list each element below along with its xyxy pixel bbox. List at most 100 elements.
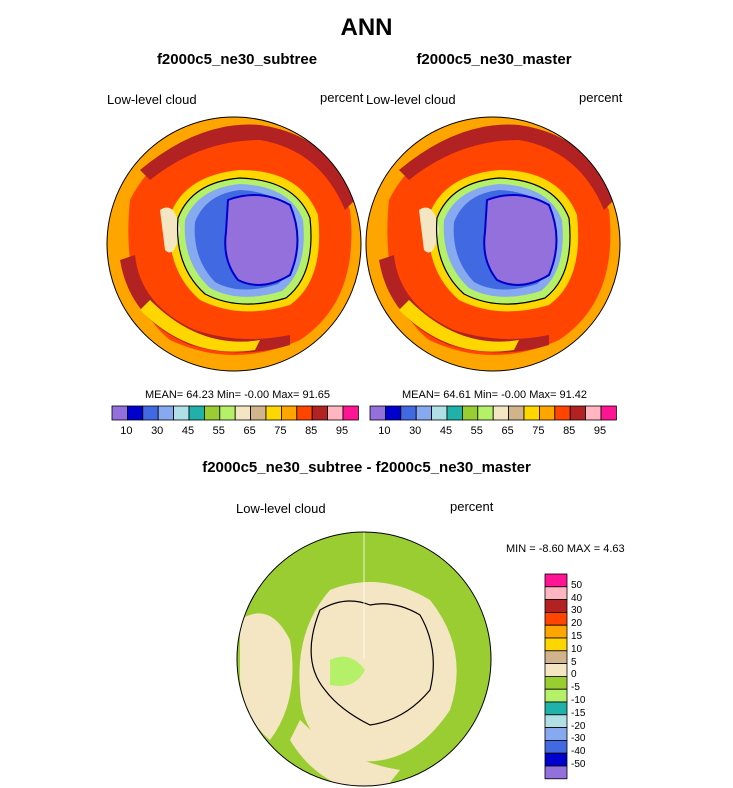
panel1-max-value: 91.65 <box>302 389 331 401</box>
colorbar-master-tick-label: 95 <box>593 425 607 437</box>
colorbar-master-swatch <box>569 405 587 421</box>
colorbar-master-tick-label: 65 <box>501 425 514 437</box>
panel1-max-label: Max= <box>272 389 300 401</box>
panel2-mean-label: MEAN= <box>402 389 441 401</box>
colorbar-diff-tick-label: 10 <box>571 643 583 655</box>
colorbar-diff-swatch <box>544 676 568 690</box>
colorbar-diff-swatch <box>544 765 568 780</box>
colorbar-subtree-swatch <box>311 405 329 421</box>
colorbar-subtree-tick-label: 10 <box>120 425 133 437</box>
panel1-min-label: Min= <box>216 389 242 401</box>
panel-title-master: f2000c5_ne30_master <box>416 51 572 68</box>
colorbar-subtree-swatch <box>157 405 174 421</box>
colorbar-diff-swatch <box>544 701 568 716</box>
colorbar-diff-tick-label: 5 <box>571 656 577 668</box>
colorbar-master-swatch <box>539 405 556 421</box>
panel1-units-label: percent <box>320 90 364 105</box>
colorbar-subtree-tick-label: 30 <box>151 425 164 437</box>
colorbar-master-swatch <box>369 405 386 421</box>
panel1-field-label: Low-level cloud <box>107 92 197 107</box>
colorbar-subtree <box>111 405 359 421</box>
colorbar-subtree-swatch <box>111 405 128 421</box>
colorbar-subtree-tick-label: 75 <box>274 425 287 437</box>
diff-units-label: percent <box>450 499 494 514</box>
panel2-max-label: Max= <box>529 389 557 401</box>
colorbar-subtree-swatch <box>327 405 344 421</box>
colorbar-subtree-swatch <box>142 405 159 421</box>
colorbar-diff-swatch <box>544 586 568 600</box>
colorbar-subtree-swatch <box>203 405 221 421</box>
colorbar-master-tick-label: 10 <box>378 425 391 437</box>
panel2-mean-value: 64.61 <box>443 389 471 401</box>
colorbar-master-swatch <box>446 405 463 421</box>
panel2-min-value: -0.00 <box>501 389 527 401</box>
colorbar-subtree-swatch <box>250 405 267 421</box>
colorbar-master-swatch <box>431 405 448 421</box>
panel2-field-label: Low-level cloud <box>366 92 456 107</box>
colorbar-master-swatch <box>400 405 417 421</box>
colorbar-diff-tick-label: 15 <box>571 631 583 642</box>
colorbar-master-swatch <box>461 405 479 421</box>
colorbar-subtree-swatch <box>234 405 251 421</box>
colorbar-diff-swatch <box>544 688 568 703</box>
page-title: ANN <box>340 14 393 41</box>
colorbar-master-swatch <box>554 405 571 421</box>
colorbar-master-swatch <box>384 405 402 421</box>
colorbar-master-tick-label: 45 <box>439 425 453 437</box>
colorbar-diff-swatch <box>544 637 568 652</box>
colorbar-diff-swatch <box>544 727 568 741</box>
colorbar-master-tick-label: 30 <box>409 425 422 437</box>
colorbar-master-swatch <box>585 405 602 421</box>
diff-stats: MIN = -8.60 MAX = 4.63 <box>506 543 625 555</box>
diff-max-value: 4.63 <box>603 543 625 555</box>
map-master-field <box>366 117 620 371</box>
colorbar-diff-swatch <box>544 573 568 588</box>
colorbar-diff-swatch <box>544 752 568 767</box>
colorbar-diff-tick-label: 50 <box>571 579 583 591</box>
colorbar-diff-swatch <box>544 650 568 664</box>
colorbar-subtree-swatch <box>127 405 144 421</box>
diff-max-label: MAX = <box>566 543 601 555</box>
colorbar-diff-tick-label: 40 <box>571 592 583 604</box>
diff-min-value: -8.60 <box>538 543 564 555</box>
colorbar-subtree-swatch <box>173 405 190 421</box>
panel1-min-value: -0.00 <box>244 389 270 401</box>
colorbar-diff-tick-label: -10 <box>571 695 586 706</box>
panel2-min-label: Min= <box>473 389 499 401</box>
colorbar-subtree-tick-label: 65 <box>243 425 256 437</box>
colorbar-subtree-tick-label: 95 <box>335 425 349 437</box>
colorbar-diff-tick-label: -40 <box>571 746 586 758</box>
colorbar-diff-tick-label: -50 <box>571 759 586 770</box>
colorbar-diff-tick-label: 20 <box>571 618 583 630</box>
panel1-mean-label: MEAN= <box>145 389 184 401</box>
colorbar-diff-tick-label: 0 <box>571 669 577 681</box>
colorbar-diff-swatch <box>544 740 568 754</box>
colorbar-subtree-swatch <box>280 405 298 421</box>
colorbar-subtree-swatch <box>342 405 359 421</box>
colorbar-subtree-swatch <box>219 405 236 421</box>
colorbar-subtree-swatch <box>265 405 282 421</box>
panel-title-subtree: f2000c5_ne30_subtree <box>156 51 318 68</box>
panel1-stats: MEAN= 64.23 Min= -0.00 Max= 91.65 <box>145 389 330 401</box>
colorbar-diff-tick-label: -15 <box>571 707 586 719</box>
colorbar-diff-swatch <box>544 663 568 677</box>
colorbar-master-tick-label: 55 <box>470 425 483 437</box>
colorbar-diff-swatch <box>544 624 568 639</box>
colorbar-diff <box>544 573 568 780</box>
colorbar-master <box>369 405 617 421</box>
colorbar-diff-tick-label: -5 <box>571 682 580 694</box>
colorbar-diff-tick-label: -20 <box>571 720 586 732</box>
colorbar-master-swatch <box>477 405 494 421</box>
map-subtree-field <box>107 117 361 371</box>
colorbar-subtree-swatch <box>296 405 313 421</box>
colorbar-subtree-swatch <box>188 405 205 421</box>
colorbar-diff-swatch <box>544 612 568 626</box>
colorbar-subtree-tick-label: 45 <box>181 425 195 437</box>
colorbar-master-swatch <box>508 405 525 421</box>
colorbar-diff-tick-label: -30 <box>571 733 586 745</box>
colorbar-master-tick-label: 85 <box>563 425 576 437</box>
colorbar-master-swatch <box>492 405 510 421</box>
diff-field-label: Low-level cloud <box>236 501 326 516</box>
panel2-units-label: percent <box>579 90 623 105</box>
